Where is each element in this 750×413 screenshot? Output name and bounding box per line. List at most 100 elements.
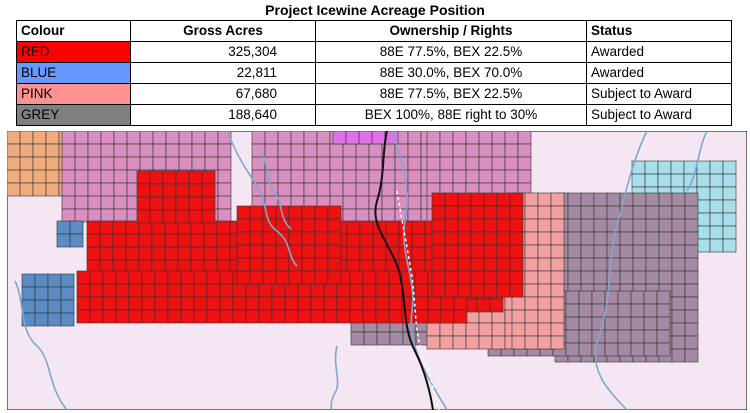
lease-block: [167, 270, 182, 285]
lease-block: [567, 244, 582, 259]
colour-swatch: RED: [16, 41, 131, 63]
lease-block: [284, 296, 299, 311]
lease-block: [491, 322, 506, 337]
lease-block: [478, 143, 493, 158]
lease-block: [496, 257, 511, 272]
lease-block: [593, 218, 608, 233]
lease-block: [709, 160, 724, 175]
acreage-legend-table: Colour Gross Acres Ownership / Rights St…: [16, 20, 732, 126]
lease-block: [658, 231, 673, 246]
lease-block: [684, 205, 699, 220]
lease-block: [414, 270, 429, 285]
lease-block: [19, 182, 34, 197]
lease-block: [496, 205, 511, 220]
red-blocks-north: [136, 170, 216, 224]
lease-block: [645, 257, 660, 272]
river-south: [330, 345, 339, 410]
lease-block: [671, 231, 686, 246]
lease-block: [232, 309, 247, 324]
lease-block: [643, 342, 658, 357]
lease-block: [453, 309, 468, 324]
lease-block: [431, 283, 446, 298]
lease-block: [444, 205, 459, 220]
lease-block: [203, 233, 218, 248]
lease-block: [32, 182, 47, 197]
lease-block: [216, 220, 231, 235]
lease-block: [709, 225, 724, 240]
lease-block: [275, 270, 290, 285]
lease-block: [476, 298, 491, 313]
lease-block: [74, 156, 89, 171]
lease-block: [491, 335, 506, 350]
lease-block: [32, 131, 47, 145]
lease-block: [336, 309, 351, 324]
lease-block: [643, 303, 658, 318]
lease-block: [190, 246, 205, 261]
lease-block: [141, 270, 156, 285]
lease-block: [342, 143, 357, 158]
lease-block: [709, 186, 724, 201]
lease-block: [232, 283, 247, 298]
lease-block: [136, 196, 151, 211]
lease-block: [483, 205, 498, 220]
lease-block: [19, 143, 34, 158]
lease-block: [45, 131, 60, 145]
lease-block: [206, 309, 221, 324]
lease-block: [537, 283, 552, 298]
lease-block: [288, 205, 303, 220]
lease-block: [632, 205, 647, 220]
lease-block: [188, 170, 203, 185]
lease-block: [619, 231, 634, 246]
lease-block: [349, 270, 364, 285]
gross-acres: 22,811: [130, 62, 316, 84]
lease-block: [301, 218, 316, 233]
lease-block: [470, 205, 485, 220]
lease-block: [87, 208, 102, 223]
lease-block: [684, 257, 699, 272]
lease-block: [465, 322, 480, 337]
lease-block: [34, 299, 49, 314]
lease-block: [151, 246, 166, 261]
lease-block: [407, 182, 422, 197]
lease-block: [32, 156, 47, 171]
lease-block: [203, 246, 218, 261]
lease-block: [60, 273, 75, 288]
lease-block: [74, 143, 89, 158]
lease-block: [219, 283, 234, 298]
lease-block: [19, 156, 34, 171]
lease-block: [167, 283, 182, 298]
lease-block: [671, 322, 686, 337]
lease-block: [323, 309, 338, 324]
lease-block: [524, 205, 539, 220]
lease-block: [87, 156, 102, 171]
lease-block: [524, 335, 539, 350]
lease-block: [593, 231, 608, 246]
lease-block: [457, 270, 472, 285]
lease-block: [630, 290, 645, 305]
lease-block: [89, 296, 104, 311]
lease-block: [452, 143, 467, 158]
lease-block: [722, 225, 737, 240]
lease-block: [509, 192, 524, 207]
lease-block: [407, 156, 422, 171]
lease-block: [342, 182, 357, 197]
lease-block: [165, 143, 180, 158]
lease-block: [74, 182, 89, 197]
lease-block: [645, 218, 660, 233]
lease-block: [722, 173, 737, 188]
lease-block: [578, 303, 593, 318]
lease-block: [426, 156, 441, 171]
lease-block: [431, 231, 446, 246]
lease-block: [19, 169, 34, 184]
lease-block: [567, 257, 582, 272]
lease-block: [100, 156, 115, 171]
lease-block: [483, 218, 498, 233]
lease-block: [87, 182, 102, 197]
lease-block: [537, 205, 552, 220]
lease-block: [696, 238, 711, 253]
lease-block: [204, 156, 219, 171]
lease-block: [381, 169, 396, 184]
lease-block: [61, 156, 76, 171]
lease-block: [34, 286, 49, 301]
lease-block: [201, 183, 216, 198]
